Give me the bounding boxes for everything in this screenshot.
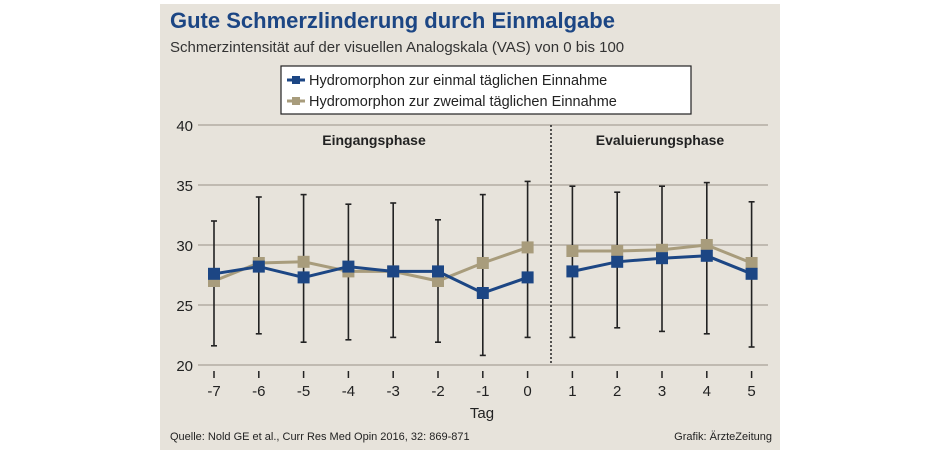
x-tick-label: -5 — [297, 383, 310, 400]
x-tick-label: -4 — [342, 383, 355, 400]
x-tick-label: -2 — [431, 383, 444, 400]
y-tick-label: 30 — [176, 238, 193, 255]
data-point-0 — [252, 260, 265, 273]
x-tick-label: -3 — [387, 383, 400, 400]
x-tick-label: 5 — [747, 383, 755, 400]
x-tick-label: 2 — [613, 383, 621, 400]
data-point-0 — [745, 267, 758, 280]
chart-subtitle: Schmerzintensität auf der visuellen Anal… — [170, 39, 624, 56]
y-tick-label: 40 — [176, 118, 193, 135]
legend-box — [280, 65, 692, 115]
legend-label-once: Hydromorphon zur einmal täglichen Einnah… — [309, 73, 607, 89]
legend-marker-once — [292, 76, 300, 84]
data-point-0 — [566, 265, 579, 278]
data-point-0 — [656, 252, 668, 265]
y-tick-label: 35 — [176, 178, 193, 195]
x-tick-label: -7 — [207, 383, 220, 400]
x-tick-label: -6 — [252, 383, 265, 400]
data-point-1 — [521, 241, 534, 254]
data-point-0 — [700, 249, 713, 262]
data-point-0 — [432, 265, 444, 278]
series-line-1 — [213, 245, 529, 283]
data-point-0 — [387, 265, 400, 278]
data-point-1 — [476, 257, 489, 269]
legend-marker-twice — [292, 97, 300, 105]
series-line-0 — [213, 265, 529, 295]
data-point-1 — [566, 245, 579, 257]
y-tick-label: 20 — [176, 358, 193, 375]
x-axis-label: Tag — [470, 405, 494, 422]
data-point-0 — [342, 260, 355, 273]
legend-label-twice: Hydromorphon zur zweimal täglichen Einna… — [309, 94, 617, 110]
phase-label-eingang: Eingangsphase — [322, 132, 426, 148]
data-point-0 — [521, 271, 534, 284]
x-tick-label: 1 — [568, 383, 576, 400]
x-tick-label: 4 — [703, 383, 711, 400]
y-tick-label: 25 — [176, 298, 193, 315]
x-tick-label: -1 — [476, 383, 489, 400]
chart-title: Gute Schmerzlinderung durch Einmalgabe — [170, 8, 615, 33]
source-note: Quelle: Nold GE et al., Curr Res Med Opi… — [170, 431, 470, 443]
data-point-1 — [700, 239, 713, 251]
data-point-1 — [611, 245, 624, 257]
data-point-1 — [745, 257, 758, 269]
legend: Hydromorphon zur einmal täglichen Einnah… — [280, 65, 692, 115]
data-point-0 — [297, 271, 310, 284]
data-point-0 — [208, 267, 220, 280]
x-tick-label: 0 — [523, 383, 531, 400]
data-point-0 — [611, 255, 624, 268]
credit-note: Grafik: ÄrzteZeitung — [674, 431, 772, 443]
phase-label-evaluierung: Evaluierungsphase — [596, 132, 725, 148]
data-point-1 — [432, 275, 444, 287]
data-point-0 — [476, 287, 489, 299]
data-point-1 — [297, 255, 310, 268]
x-tick-label: 3 — [658, 383, 666, 400]
